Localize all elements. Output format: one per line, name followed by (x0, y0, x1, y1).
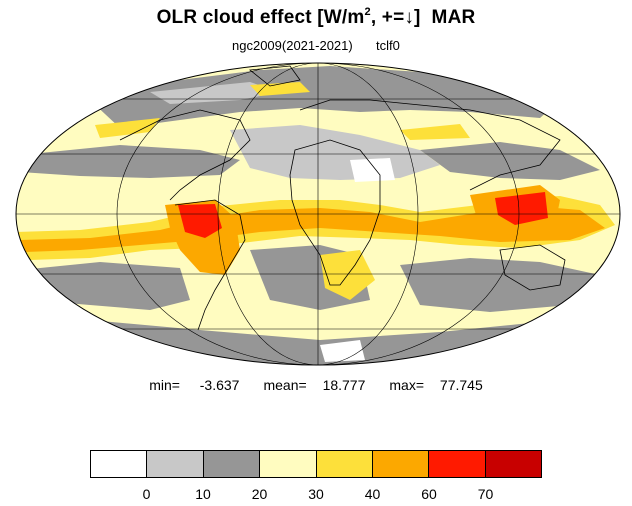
colorbar-tick-label: 40 (364, 486, 381, 502)
field-asia-grey (420, 142, 600, 180)
min-value: -3.637 (199, 377, 240, 393)
field-antarctic-white (320, 340, 365, 362)
field-north-lightgrey (150, 82, 280, 104)
colorbar-box-6 (429, 451, 486, 477)
graticule-meridian-60 (217, 63, 419, 365)
coast-greenland (248, 65, 301, 87)
subtitle-case: ngc2009(2021-2021) (232, 38, 353, 53)
coast-south-america (174, 199, 246, 331)
colorbar-tick-label: 10 (195, 486, 211, 502)
title-main: OLR cloud effect [W/m (156, 7, 365, 28)
field-north-asia-yellow (400, 124, 470, 140)
field-itcz-orange (20, 205, 605, 252)
mean-label: mean= (263, 377, 307, 393)
coast-north-america (119, 109, 251, 201)
colorbar-box-1 (147, 451, 204, 477)
plot-title: OLR cloud effect [W/m2, +=↓] MAR (0, 6, 632, 29)
colorbar-box-7 (485, 451, 541, 477)
colorbar-box-2 (203, 451, 261, 477)
colorbar-tick-label: 20 (251, 486, 268, 502)
mean-value: 18.777 (322, 377, 366, 393)
colorbar (90, 450, 542, 478)
colorbar-tick-label: 60 (421, 486, 437, 502)
coast-eurasia (299, 99, 561, 191)
colorbar-box-3 (260, 451, 317, 477)
field-south-indian-grey (400, 258, 600, 312)
coastlines (119, 65, 566, 331)
coast-australia (499, 244, 566, 291)
field-north-atlantic-yellow (250, 82, 310, 96)
field-north-pacific-yellow (95, 118, 160, 138)
globe-outline (15, 62, 621, 366)
field-maritime-red (495, 192, 548, 225)
colorbar-box-5 (372, 451, 430, 477)
title-rest: , +=↓] MAR (370, 7, 476, 28)
max-label: max= (389, 377, 425, 393)
field-layers (16, 63, 620, 365)
field-statistics: min= -3.637 mean= 18.777 max= 77.745 (0, 377, 632, 393)
colorbar-tick-label: 30 (308, 486, 324, 502)
subtitle-variable: tclf0 (376, 38, 400, 53)
title-superscript: 2 (364, 6, 371, 18)
graticule-meridian-120 (116, 63, 520, 365)
min-label: min= (149, 377, 180, 393)
field-amazon-red (178, 204, 222, 238)
max-value: 77.745 (439, 377, 483, 393)
field-south-pacific-grey (20, 262, 190, 310)
colorbar-box-4 (316, 451, 373, 477)
colorbar-box-0 (91, 451, 148, 477)
coast-africa (289, 139, 381, 286)
colorbar-tick-label: 70 (477, 486, 494, 502)
field-midlat-west-grey (20, 145, 240, 178)
colorbar-tick-label: 0 (142, 486, 151, 502)
field-sahara-white (350, 158, 395, 182)
field-north-grey (90, 66, 560, 128)
